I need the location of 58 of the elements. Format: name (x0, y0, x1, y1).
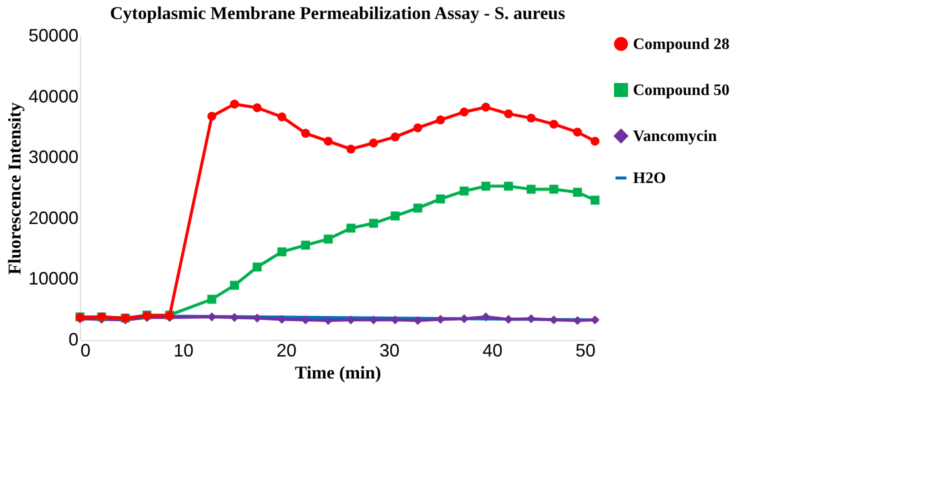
point (590, 136, 600, 146)
y-tick-label: 30000 (28, 147, 78, 168)
legend-label: Compound 50 (633, 82, 730, 99)
x-tick-label: 50 (575, 340, 596, 360)
point (481, 182, 490, 191)
point (526, 114, 536, 123)
point (252, 262, 262, 272)
x-tick-label: 0 (80, 340, 91, 360)
point (369, 138, 378, 148)
point (324, 234, 333, 244)
point (230, 100, 239, 109)
point (277, 247, 286, 256)
y-tick-label: 10000 (28, 268, 78, 289)
point (346, 224, 356, 233)
point (413, 204, 422, 213)
y-tick-label: 50000 (28, 26, 78, 46)
point (369, 218, 378, 228)
point (207, 294, 216, 304)
chart-title: Cytoplasmic Membrane Permeabilization Assay - S. aureus (110, 3, 566, 23)
point (460, 186, 469, 196)
point (390, 211, 400, 220)
point (230, 313, 239, 322)
point (504, 109, 513, 118)
point (573, 128, 582, 137)
point (252, 103, 262, 112)
point (549, 120, 558, 129)
point (390, 132, 400, 142)
point (301, 128, 310, 138)
point (481, 102, 490, 112)
x-tick-label: 20 (276, 340, 297, 360)
point (573, 316, 582, 326)
point (460, 108, 469, 116)
point (277, 112, 286, 122)
point (346, 144, 356, 154)
point (207, 112, 216, 121)
point (230, 280, 239, 290)
x-tick-label: 10 (173, 340, 194, 360)
x-axis-title: Time (min) (294, 362, 382, 382)
x-tick-label: 40 (482, 340, 503, 360)
point (324, 136, 333, 146)
point (481, 312, 490, 322)
y-tick-label: 20000 (28, 208, 78, 228)
point (436, 115, 445, 124)
point (504, 314, 513, 324)
x-tick-label: 30 (379, 340, 400, 360)
legend-label: H2O (633, 170, 666, 187)
y-tick-label: 40000 (28, 86, 78, 106)
legend-label: Compound 28 (633, 36, 730, 53)
point (301, 240, 310, 250)
point (413, 123, 422, 132)
point (526, 184, 536, 194)
point (504, 182, 513, 191)
point (590, 196, 600, 205)
legend-label: Vancomycin (633, 128, 717, 145)
point (549, 184, 558, 194)
point (436, 194, 445, 204)
y-axis-title: Fluorescence Intensity (4, 102, 24, 275)
point (573, 188, 582, 197)
